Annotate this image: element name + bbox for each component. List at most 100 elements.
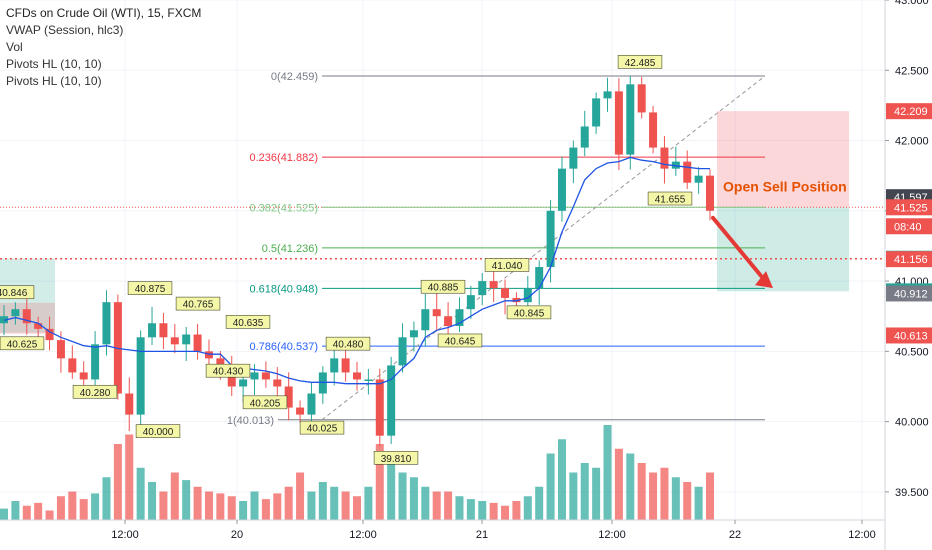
candle-body [216, 358, 225, 366]
price-axis[interactable]: 43.00042.50042.00041.50041.00040.50040.0… [884, 0, 932, 550]
volume-bar [387, 463, 396, 520]
volume-bar [148, 482, 157, 520]
candle-body [512, 297, 521, 303]
pivot-label: 40.875 [135, 284, 166, 295]
candle-body [706, 175, 714, 211]
annotations[interactable]: Open Sell Position [711, 178, 847, 289]
candle-body [296, 407, 305, 415]
price-label: 42.209 [894, 106, 928, 118]
volume-bar [603, 425, 612, 520]
pivot-badge [135, 424, 181, 438]
pivot-label: 40.635 [233, 318, 264, 329]
stop-zone [717, 111, 849, 208]
symbol-title[interactable]: CFDs on Crude Oil (WTI), 15, FXCM [6, 6, 202, 20]
candle-body [102, 302, 111, 345]
pivot-label: 40.885 [428, 283, 459, 294]
time-tick-label: 22 [729, 529, 741, 541]
indicator-vwap[interactable]: VWAP (Session, hlc3) [6, 23, 124, 37]
candle-body [557, 168, 566, 211]
indicator-vol[interactable]: Vol [6, 40, 23, 54]
volume-bar [546, 453, 555, 520]
indicator-pivots-2[interactable]: Pivots HL (10, 10) [6, 74, 102, 88]
volume-bar [512, 501, 521, 520]
volume-bar [102, 477, 111, 520]
candle-body [444, 316, 453, 327]
candle-body [592, 98, 601, 127]
fib-level-label: 0(42.459) [271, 71, 318, 83]
volume-bar [296, 472, 305, 520]
candle-body [478, 281, 487, 296]
pivot-badge [420, 279, 466, 294]
pivot-labels: 40.846 40.625 40.280 40.875 40.000 40.765 40.4… [0, 55, 693, 465]
chart-legend: CFDs on Crude Oil (WTI), 15, FXCM VWAP (… [6, 5, 201, 90]
time-axis[interactable]: 12:00 20 12:00 21 12:00 22 12:00 [0, 519, 885, 541]
volume-bar [569, 472, 578, 520]
candle-body [239, 379, 248, 387]
candle-body [68, 358, 77, 373]
volume-bar [626, 453, 635, 520]
candle-body [580, 126, 589, 148]
candle-body [501, 288, 510, 298]
volume-bar [79, 499, 88, 520]
candle-body [387, 365, 396, 436]
candle-body [136, 337, 145, 415]
candle-body [125, 393, 134, 415]
pivot-badge [205, 363, 251, 378]
candle-body [204, 351, 213, 359]
candle-body [603, 91, 612, 99]
pivot-label: 40.846 [0, 288, 28, 299]
volume-bar [136, 467, 145, 520]
fibonacci-retracement[interactable]: 0(42.459) 0.236(41.882) 0.382(41.525) 0.5(4… [227, 71, 766, 427]
candle-body [307, 393, 316, 415]
volume-bar [273, 493, 282, 520]
fib-level-label: 0.5(41.236) [262, 243, 318, 255]
volume-bar [22, 505, 31, 520]
volume-bar [182, 480, 191, 520]
candle-body [79, 372, 88, 380]
price-label: 41.156 [894, 254, 928, 266]
volume-bar [660, 467, 669, 520]
volume-bar [307, 491, 316, 520]
time-tick-label: 12:00 [111, 529, 139, 541]
volume-bar [398, 472, 407, 520]
candle-body [671, 161, 680, 169]
volume-bar [227, 496, 236, 520]
volume-bar [580, 463, 589, 520]
price-label-badge [886, 218, 932, 235]
volume-bar [170, 472, 179, 520]
candle-body [11, 309, 20, 317]
volume-bar [193, 486, 202, 520]
pivot-label: 39.810 [381, 454, 412, 465]
volume-bar [11, 501, 20, 520]
pivot-badge [506, 305, 552, 320]
pivot-label: 42.485 [625, 58, 656, 69]
candle-body [546, 210, 555, 268]
time-tick-label: 12:00 [598, 529, 626, 541]
pivot-label: 40.845 [514, 308, 545, 319]
price-tick-label: 42.500 [895, 65, 929, 77]
volume-bar [489, 502, 498, 520]
candle-body [626, 84, 635, 155]
candle-body [284, 386, 293, 408]
fib-level-label: 0.618(40.948) [250, 283, 319, 295]
candle-body [683, 161, 692, 183]
grid [0, 0, 885, 520]
pivot-badge [484, 258, 530, 272]
price-tick-label: 42.000 [895, 136, 929, 148]
pivot-label: 40.765 [183, 300, 214, 311]
open-sell-annotation: Open Sell Position [723, 178, 847, 194]
price-label: 40.613 [894, 330, 928, 342]
volume-bar [159, 491, 168, 520]
volume-bar [45, 510, 54, 520]
volume-bar [318, 482, 327, 520]
candle-body [0, 316, 8, 324]
volume-bar [557, 439, 566, 520]
indicator-pivots-1[interactable]: Pivots HL (10, 10) [6, 57, 102, 71]
volume-bar [284, 486, 293, 520]
price-tick-label: 39.500 [895, 487, 929, 499]
candle-body [432, 309, 441, 317]
fib-level-label: 0.382(41.525) [250, 202, 319, 214]
volume-bar [501, 505, 510, 520]
pivot-label: 40.280 [80, 388, 111, 399]
